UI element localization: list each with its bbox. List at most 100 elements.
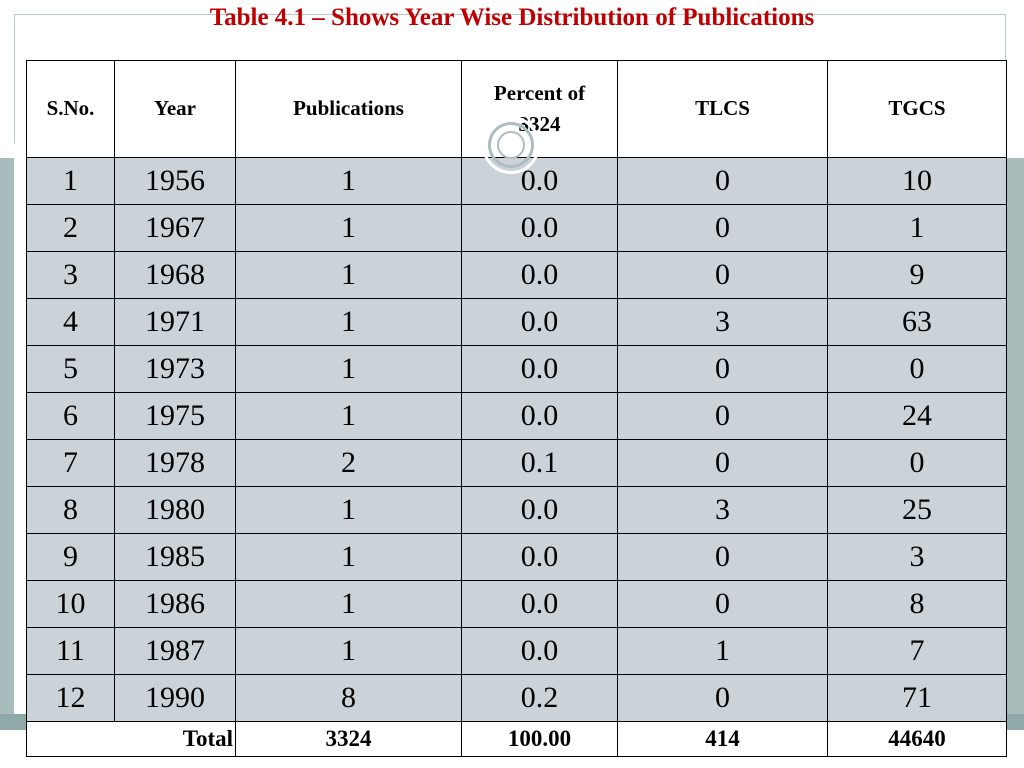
cell-publications: 1 — [235, 392, 462, 440]
cell-year: 1986 — [114, 580, 236, 628]
total-percent: 100.00 — [461, 721, 618, 757]
cell-tlcs: 0 — [617, 345, 828, 393]
cell-year: 1978 — [114, 439, 236, 487]
header-publications: Publications — [235, 60, 462, 158]
frame-top-line — [14, 14, 1006, 15]
cell-year: 1980 — [114, 486, 236, 534]
cell-year: 1968 — [114, 251, 236, 299]
table-row: 1 1956 1 0.0 0 10 — [26, 157, 1007, 205]
table-row: 2 1967 1 0.0 0 1 — [26, 204, 1007, 252]
total-tgcs: 44640 — [827, 721, 1007, 757]
cell-year: 1987 — [114, 627, 236, 675]
total-publications: 3324 — [235, 721, 462, 757]
cell-tgcs: 25 — [827, 486, 1007, 534]
left-accent-band — [0, 158, 14, 714]
cell-tgcs: 8 — [827, 580, 1007, 628]
cell-tgcs: 10 — [827, 157, 1007, 205]
cell-publications: 1 — [235, 251, 462, 299]
table-row: 9 1985 1 0.0 0 3 — [26, 533, 1007, 581]
cell-publications: 1 — [235, 345, 462, 393]
cell-percent: 0.0 — [461, 345, 618, 393]
cell-percent: 0.0 — [461, 580, 618, 628]
header-tgcs: TGCS — [827, 60, 1007, 158]
cell-percent: 0.0 — [461, 157, 618, 205]
cell-year: 1967 — [114, 204, 236, 252]
cell-tlcs: 0 — [617, 392, 828, 440]
cell-percent: 0.0 — [461, 251, 618, 299]
cell-tlcs: 0 — [617, 251, 828, 299]
cell-tgcs: 71 — [827, 674, 1007, 722]
publications-table: S.No. Year Publications Percent of 3324 … — [26, 60, 1007, 757]
cell-sno: 11 — [26, 627, 115, 675]
table-row: 4 1971 1 0.0 3 63 — [26, 298, 1007, 346]
header-tlcs: TLCS — [617, 60, 828, 158]
cell-tgcs: 0 — [827, 345, 1007, 393]
cell-publications: 1 — [235, 627, 462, 675]
cell-percent: 0.0 — [461, 392, 618, 440]
total-tlcs: 414 — [617, 721, 828, 757]
cell-tgcs: 63 — [827, 298, 1007, 346]
cell-publications: 1 — [235, 204, 462, 252]
table-row: 3 1968 1 0.0 0 9 — [26, 251, 1007, 299]
cell-year: 1956 — [114, 157, 236, 205]
right-accent-band — [1006, 158, 1024, 714]
cell-tlcs: 0 — [617, 157, 828, 205]
cell-year: 1985 — [114, 533, 236, 581]
cell-publications: 8 — [235, 674, 462, 722]
ring-icon-core — [497, 131, 525, 159]
ring-icon — [482, 116, 540, 174]
cell-tlcs: 3 — [617, 486, 828, 534]
cell-percent: 0.0 — [461, 627, 618, 675]
cell-publications: 1 — [235, 580, 462, 628]
cell-publications: 1 — [235, 157, 462, 205]
cell-year: 1973 — [114, 345, 236, 393]
cell-sno: 7 — [26, 439, 115, 487]
frame-left-line — [14, 14, 15, 144]
cell-tlcs: 3 — [617, 298, 828, 346]
table-row: 6 1975 1 0.0 0 24 — [26, 392, 1007, 440]
table-row: 5 1973 1 0.0 0 0 — [26, 345, 1007, 393]
cell-percent: 0.0 — [461, 204, 618, 252]
cell-tlcs: 1 — [617, 627, 828, 675]
cell-sno: 1 — [26, 157, 115, 205]
cell-sno: 5 — [26, 345, 115, 393]
cell-tgcs: 24 — [827, 392, 1007, 440]
cell-tgcs: 1 — [827, 204, 1007, 252]
cell-year: 1971 — [114, 298, 236, 346]
header-percent-line1: Percent of — [493, 80, 586, 105]
cell-percent: 0.2 — [461, 674, 618, 722]
total-label: Total — [26, 721, 236, 757]
table-row: 10 1986 1 0.0 0 8 — [26, 580, 1007, 628]
table-header-row: S.No. Year Publications Percent of 3324 … — [26, 60, 1007, 158]
cell-publications: 1 — [235, 298, 462, 346]
cell-sno: 9 — [26, 533, 115, 581]
total-row: Total 3324 100.00 414 44640 — [26, 721, 1007, 757]
header-year: Year — [114, 60, 236, 158]
cell-sno: 12 — [26, 674, 115, 722]
cell-tlcs: 0 — [617, 533, 828, 581]
cell-tgcs: 0 — [827, 439, 1007, 487]
table-row: 8 1980 1 0.0 3 25 — [26, 486, 1007, 534]
table-row: 11 1987 1 0.0 1 7 — [26, 627, 1007, 675]
cell-sno: 4 — [26, 298, 115, 346]
cell-tgcs: 3 — [827, 533, 1007, 581]
cell-tlcs: 0 — [617, 439, 828, 487]
cell-publications: 2 — [235, 439, 462, 487]
cell-tlcs: 0 — [617, 204, 828, 252]
table-row: 12 1990 8 0.2 0 71 — [26, 674, 1007, 722]
cell-tgcs: 7 — [827, 627, 1007, 675]
slide-title: Table 4.1 – Shows Year Wise Distribution… — [209, 4, 815, 31]
cell-sno: 10 — [26, 580, 115, 628]
table-row: 7 1978 2 0.1 0 0 — [26, 439, 1007, 487]
cell-tlcs: 0 — [617, 580, 828, 628]
cell-percent: 0.0 — [461, 298, 618, 346]
cell-year: 1990 — [114, 674, 236, 722]
cell-sno: 6 — [26, 392, 115, 440]
cell-sno: 2 — [26, 204, 115, 252]
cell-publications: 1 — [235, 486, 462, 534]
cell-sno: 8 — [26, 486, 115, 534]
cell-percent: 0.1 — [461, 439, 618, 487]
cell-tlcs: 0 — [617, 674, 828, 722]
cell-publications: 1 — [235, 533, 462, 581]
cell-percent: 0.0 — [461, 533, 618, 581]
